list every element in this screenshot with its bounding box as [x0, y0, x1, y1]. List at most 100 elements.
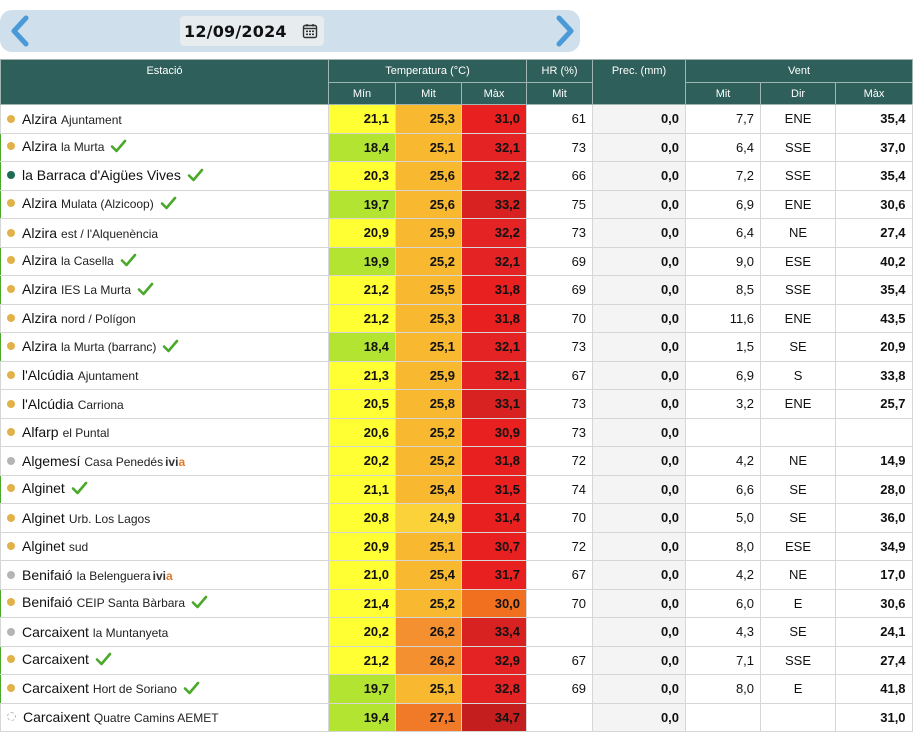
header-temp-mit[interactable]: Mit	[395, 82, 462, 105]
table-row[interactable]: Algemesí Casa Penedés ivia 20,2 25,2 31,8 72 0,…	[0, 446, 913, 476]
station-location[interactable]: Mulata (Alzicoop)	[61, 197, 154, 212]
table-row[interactable]: Alzira IES La Murta 21,2 25,5 31,8 69 0,0 8,5 SS…	[0, 275, 913, 305]
station-name[interactable]: Alzira	[22, 138, 58, 155]
station-location[interactable]: est / l'Alquenència	[61, 226, 159, 241]
station-cell[interactable]: Alzira IES La Murta	[0, 275, 329, 305]
station-location[interactable]: el Puntal	[62, 426, 110, 441]
table-row[interactable]: Alzira nord / Polígon 21,2 25,3 31,8 70 0,0 11,…	[0, 303, 913, 333]
station-name[interactable]: l'Alcúdia	[22, 395, 74, 412]
table-row[interactable]: Alzira est / l'Alquenència 20,9 25,9 32,2 73 0…	[0, 218, 913, 248]
table-row[interactable]: Benifaió CEIP Santa Bàrbara 21,4 25,2 30,0 70…	[0, 588, 913, 618]
header-wind-mit[interactable]: Mit	[685, 82, 762, 105]
station-cell[interactable]: Alzira nord / Polígon	[0, 303, 329, 333]
header-precipitation[interactable]: Prec. (mm)	[592, 59, 687, 105]
station-name[interactable]: Alginet	[22, 509, 65, 526]
station-cell[interactable]: l'Alcúdia Ajuntament	[0, 360, 329, 390]
station-location[interactable]: Quatre Camins AEMET	[93, 711, 219, 726]
station-location[interactable]: la Murta (barranc)	[61, 339, 157, 354]
station-location[interactable]: nord / Polígon	[61, 312, 136, 327]
station-name[interactable]: Benifaió	[22, 594, 73, 611]
station-cell[interactable]: Algemesí Casa Penedés ivia	[0, 446, 329, 476]
table-row[interactable]: Alginet Urb. Los Lagos 20,8 24,9 31,4 70 0,0 5,…	[0, 503, 913, 533]
previous-day-button[interactable]	[0, 10, 40, 52]
station-location[interactable]: Casa Penedés	[84, 454, 164, 469]
station-location[interactable]: sud	[68, 540, 89, 555]
station-name[interactable]: Benifaió	[22, 566, 73, 583]
station-location[interactable]: Ajuntament	[61, 112, 122, 127]
table-row[interactable]: Alzira la Murta (barranc) 18,4 25,1 32,1 73 0,…	[0, 332, 913, 362]
station-name[interactable]: Alzira	[22, 280, 58, 297]
table-row[interactable]: Alzira la Casella 19,9 25,2 32,1 69 0,0 9,0 ESE 4…	[0, 246, 913, 276]
table-row[interactable]: Alfarp el Puntal 20,6 25,2 30,9 73 0,0	[0, 417, 913, 447]
table-row[interactable]: Carcaixent Hort de Soriano 19,7 25,1 32,8 69 0…	[0, 674, 913, 704]
station-location[interactable]: Carriona	[77, 397, 124, 412]
station-name[interactable]: Alfarp	[22, 424, 59, 441]
station-cell[interactable]: Alzira Ajuntament	[0, 104, 329, 134]
table-row[interactable]: l'Alcúdia Carriona 20,5 25,8 33,1 73 0,0 3,2 ENE…	[0, 389, 913, 419]
station-location[interactable]: Urb. Los Lagos	[68, 511, 151, 526]
station-cell[interactable]: Carcaixent la Muntanyeta	[0, 617, 329, 647]
station-location[interactable]: CEIP Santa Bàrbara	[76, 596, 186, 611]
station-cell[interactable]: Alginet sud	[0, 531, 329, 561]
station-cell[interactable]: Alzira la Murta	[0, 132, 329, 162]
table-row[interactable]: Carcaixent Quatre Camins AEMET 19,4 27,1 34,…	[0, 702, 913, 732]
station-name[interactable]: Alginet	[22, 538, 65, 555]
station-location[interactable]: Ajuntament	[77, 369, 139, 384]
station-location[interactable]: la Muntanyeta	[92, 625, 169, 640]
table-row[interactable]: Carcaixent la Muntanyeta 20,2 26,2 33,4 0,0 4,…	[0, 617, 913, 647]
station-location[interactable]: la Murta	[61, 140, 105, 155]
station-name[interactable]: Alzira	[22, 110, 58, 127]
header-temp-min[interactable]: Mín	[328, 82, 396, 105]
table-row[interactable]: la Barraca d'Aigües Vives 20,3 25,6 32,2 66 0…	[0, 161, 913, 191]
table-row[interactable]: Alginet 21,1 25,4 31,5 74 0,0 6,6 SE 28,0	[0, 474, 913, 504]
station-name[interactable]: Carcaixent	[22, 651, 89, 668]
station-name[interactable]: Alzira	[22, 224, 58, 241]
station-name[interactable]: la Barraca d'Aigües Vives	[22, 166, 181, 183]
next-day-button[interactable]	[545, 10, 585, 52]
station-cell[interactable]: Benifaió CEIP Santa Bàrbara	[0, 588, 329, 618]
table-row[interactable]: l'Alcúdia Ajuntament 21,3 25,9 32,1 67 0,0 6,9 S…	[0, 360, 913, 390]
station-cell[interactable]: Alzira est / l'Alquenència	[0, 218, 329, 248]
table-row[interactable]: Alzira Mulata (Alzicoop) 19,7 25,6 33,2 75 0,0…	[0, 189, 913, 219]
station-location[interactable]: la Casella	[61, 254, 114, 269]
station-name[interactable]: Carcaixent	[22, 623, 89, 640]
table-row[interactable]: Carcaixent 21,2 26,2 32,9 67 0,0 7,1 SSE 27,4	[0, 645, 913, 675]
header-wind-max[interactable]: Màx	[835, 82, 913, 105]
station-location[interactable]: la Belenguera	[76, 568, 151, 583]
header-temp-max[interactable]: Màx	[460, 82, 528, 105]
station-name[interactable]: Alzira	[22, 337, 58, 354]
station-location[interactable]: IES La Murta	[61, 282, 132, 297]
station-cell[interactable]: la Barraca d'Aigües Vives	[0, 161, 329, 191]
station-location[interactable]: Hort de Soriano	[92, 681, 177, 696]
header-station[interactable]: Estació	[0, 59, 329, 105]
station-name[interactable]: Alzira	[22, 195, 58, 212]
station-cell[interactable]: Alginet Urb. Los Lagos	[0, 503, 329, 533]
station-name[interactable]: Carcaixent	[22, 679, 89, 696]
header-humidity-mit[interactable]: Mit	[526, 82, 594, 105]
station-cell[interactable]: Alginet	[0, 474, 329, 504]
station-name[interactable]: Alzira	[22, 310, 58, 327]
station-name[interactable]: Alzira	[22, 252, 58, 269]
station-cell[interactable]: l'Alcúdia Carriona	[0, 389, 329, 419]
station-name[interactable]: l'Alcúdia	[22, 367, 74, 384]
table-row[interactable]: Alginet sud 20,9 25,1 30,7 72 0,0 8,0 ESE 34,9	[0, 531, 913, 561]
wind-dir-cell: E	[760, 588, 837, 618]
date-picker[interactable]: 12/09/2024	[180, 16, 324, 46]
station-cell[interactable]: Carcaixent Quatre Camins AEMET	[0, 702, 329, 732]
station-cell[interactable]: Alzira Mulata (Alzicoop)	[0, 189, 329, 219]
station-name[interactable]: Algemesí	[22, 452, 81, 469]
table-row[interactable]: Alzira la Murta 18,4 25,1 32,1 73 0,0 6,4 SSE 37,…	[0, 132, 913, 162]
station-cell[interactable]: Alzira la Casella	[0, 246, 329, 276]
station-cell[interactable]: Carcaixent	[0, 645, 329, 675]
table-row[interactable]: Benifaió la Belenguera ivia 21,0 25,4 31,7 67 0…	[0, 560, 913, 590]
station-cell[interactable]: Alzira la Murta (barranc)	[0, 332, 329, 362]
table-row[interactable]: Alzira Ajuntament 21,1 25,3 31,0 61 0,0 7,7 ENE 3…	[0, 104, 913, 134]
station-cell[interactable]: Benifaió la Belenguera ivia	[0, 560, 329, 590]
station-name[interactable]: Alginet	[22, 480, 65, 497]
date-value[interactable]: 12/09/2024	[184, 21, 287, 41]
station-cell[interactable]: Carcaixent Hort de Soriano	[0, 674, 329, 704]
header-wind-dir[interactable]: Dir	[760, 82, 837, 105]
calendar-icon[interactable]	[302, 23, 318, 39]
station-name[interactable]: Carcaixent	[23, 709, 90, 726]
station-cell[interactable]: Alfarp el Puntal	[0, 417, 329, 447]
